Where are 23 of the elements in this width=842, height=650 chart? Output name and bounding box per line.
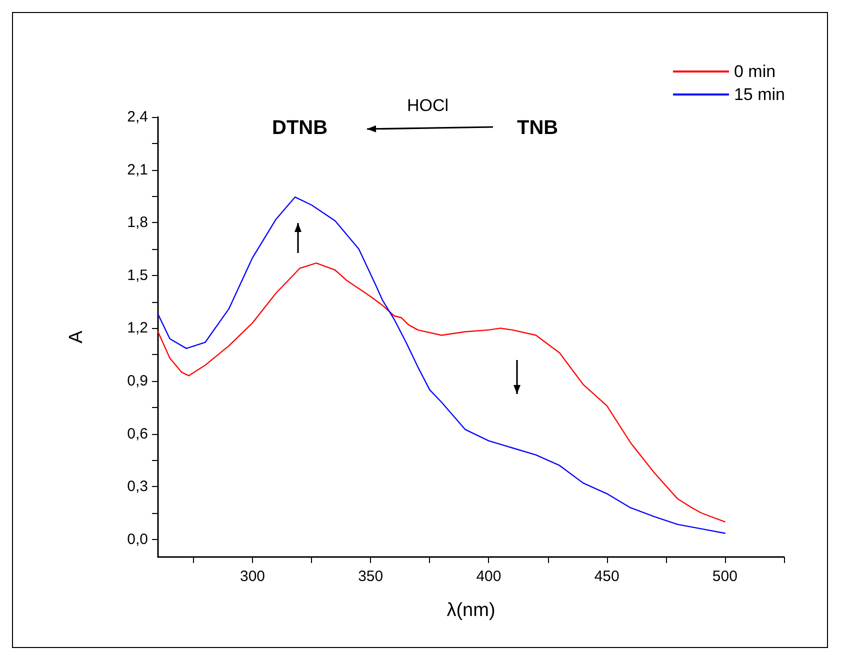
x-tick-label: 450 <box>594 568 620 585</box>
legend-label: 0 min <box>734 62 776 81</box>
y-tick-label: 0,9 <box>127 372 148 390</box>
y-tick-label: 1,8 <box>127 214 148 232</box>
y-tick-label: 0,6 <box>127 425 148 442</box>
x-tick-label: 400 <box>476 568 502 585</box>
y-tick-label: 0,0 <box>127 530 148 548</box>
y-tick-label: 1,2 <box>127 320 148 337</box>
y-tick-label: 2,4 <box>127 108 148 126</box>
line-series <box>157 262 726 522</box>
line-series <box>157 196 726 534</box>
y-tick-label: 2,1 <box>127 161 148 178</box>
y-tick-label: 1,5 <box>127 266 148 284</box>
x-tick-label: 300 <box>240 568 266 585</box>
x-tick-label: 350 <box>358 568 384 585</box>
y-axis-title: A <box>66 330 87 344</box>
annotation: TNB <box>517 117 558 139</box>
text: HOCl <box>407 96 449 115</box>
legend-label: 15 min <box>734 85 786 104</box>
annotation: DTNB <box>272 117 328 139</box>
y-tick-label: 0,3 <box>127 478 148 496</box>
x-tick-label: 500 <box>712 568 738 585</box>
x-axis-title: λ(nm) <box>446 600 496 621</box>
